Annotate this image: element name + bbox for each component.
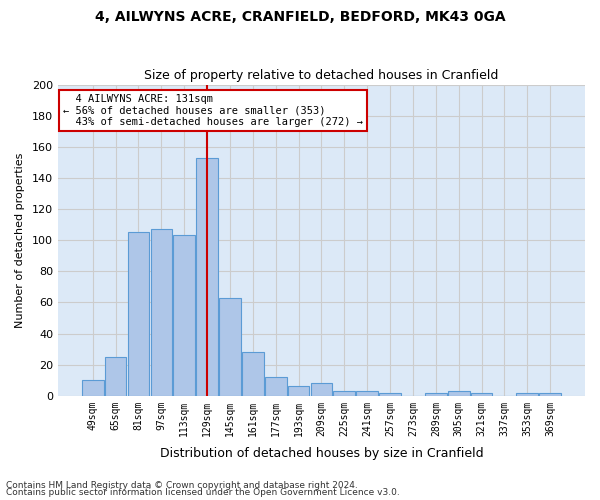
X-axis label: Distribution of detached houses by size in Cranfield: Distribution of detached houses by size … [160, 447, 483, 460]
Title: Size of property relative to detached houses in Cranfield: Size of property relative to detached ho… [144, 69, 499, 82]
Bar [265, 377, 287, 396]
Bar [311, 384, 332, 396]
Y-axis label: Number of detached properties: Number of detached properties [15, 152, 25, 328]
Text: Contains HM Land Registry data © Crown copyright and database right 2024.: Contains HM Land Registry data © Crown c… [6, 480, 358, 490]
Bar [196, 158, 218, 396]
Text: 4 AILWYNS ACRE: 131sqm
← 56% of detached houses are smaller (353)
  43% of semi-: 4 AILWYNS ACRE: 131sqm ← 56% of detached… [63, 94, 363, 127]
Bar [356, 391, 378, 396]
Text: 4, AILWYNS ACRE, CRANFIELD, BEDFORD, MK43 0GA: 4, AILWYNS ACRE, CRANFIELD, BEDFORD, MK4… [95, 10, 505, 24]
Bar [288, 386, 310, 396]
Bar [471, 392, 493, 396]
Bar [379, 392, 401, 396]
Bar [425, 392, 446, 396]
Bar [219, 298, 241, 396]
Bar [334, 391, 355, 396]
Bar [448, 391, 470, 396]
Bar [173, 236, 195, 396]
Bar [82, 380, 104, 396]
Bar [151, 230, 172, 396]
Bar [242, 352, 264, 396]
Text: Contains public sector information licensed under the Open Government Licence v3: Contains public sector information licen… [6, 488, 400, 497]
Bar [539, 392, 561, 396]
Bar [128, 232, 149, 396]
Bar [105, 357, 127, 396]
Bar [517, 392, 538, 396]
